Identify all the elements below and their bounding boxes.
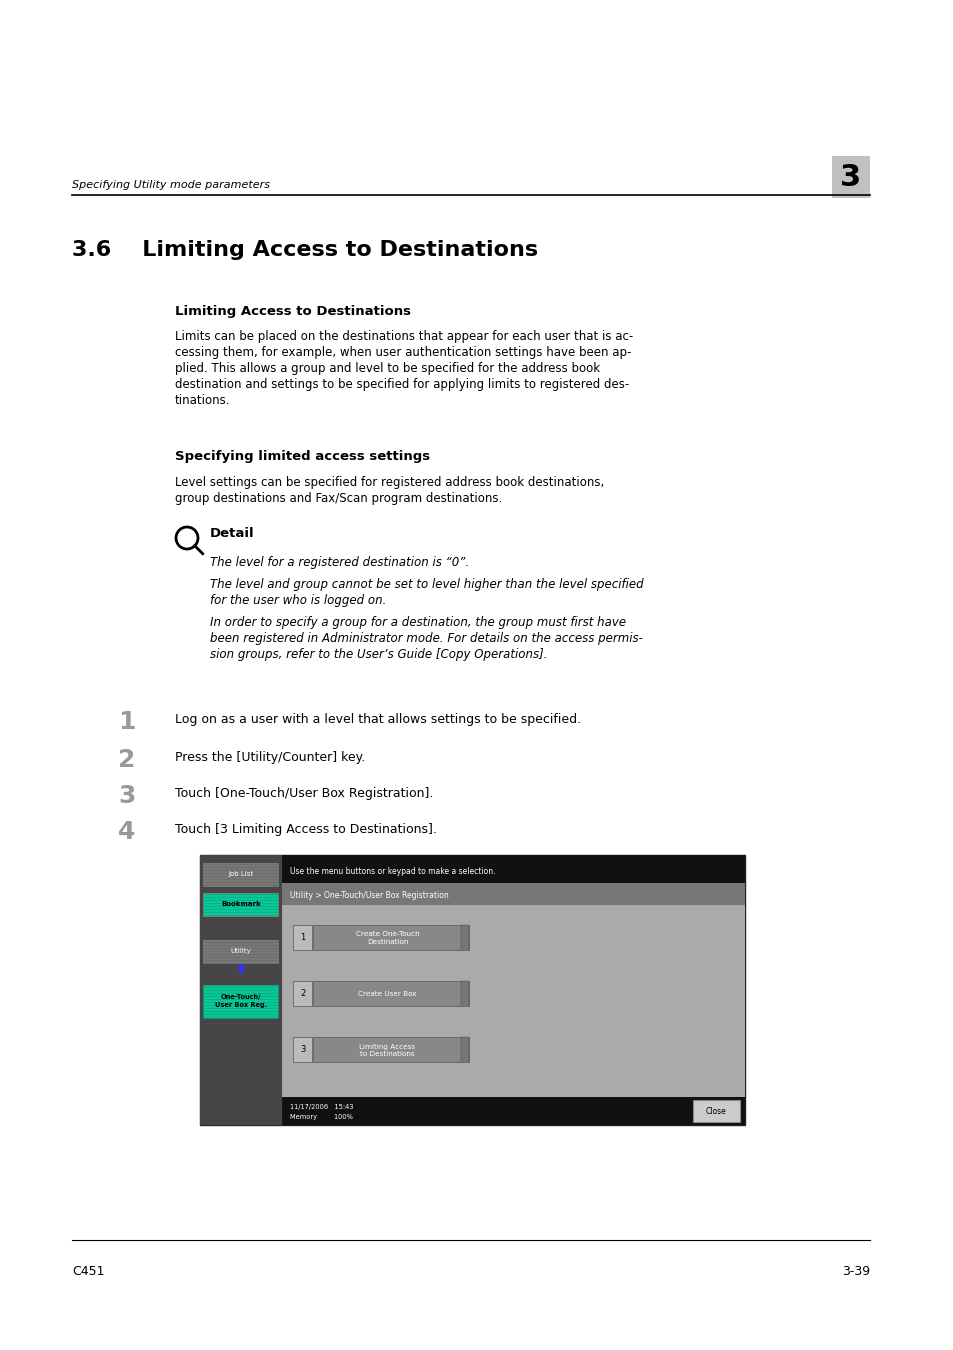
Text: 3-39: 3-39 (841, 1265, 869, 1278)
Text: Detail: Detail (210, 526, 254, 540)
Text: 11/17/2006   15:43: 11/17/2006 15:43 (290, 1104, 354, 1110)
Text: Limiting Access
to Destinations: Limiting Access to Destinations (359, 1044, 416, 1057)
Text: Utility: Utility (231, 948, 251, 954)
FancyBboxPatch shape (314, 980, 469, 1006)
FancyBboxPatch shape (203, 984, 278, 1018)
Text: tinations.: tinations. (174, 394, 231, 406)
FancyBboxPatch shape (294, 925, 313, 949)
FancyBboxPatch shape (294, 1037, 313, 1061)
Text: Touch [One-Touch/User Box Registration].: Touch [One-Touch/User Box Registration]. (174, 787, 433, 801)
Text: plied. This allows a group and level to be specified for the address book: plied. This allows a group and level to … (174, 362, 599, 375)
Text: cessing them, for example, when user authentication settings have been ap-: cessing them, for example, when user aut… (174, 346, 631, 359)
FancyBboxPatch shape (831, 157, 869, 198)
FancyBboxPatch shape (282, 904, 744, 1098)
FancyBboxPatch shape (282, 855, 744, 883)
Text: 1: 1 (118, 710, 135, 734)
Text: Specifying Utility mode parameters: Specifying Utility mode parameters (71, 180, 270, 190)
Text: 3: 3 (840, 162, 861, 192)
FancyBboxPatch shape (460, 1037, 469, 1061)
Text: for the user who is logged on.: for the user who is logged on. (210, 594, 386, 608)
Text: Utility > One-Touch/User Box Registration: Utility > One-Touch/User Box Registratio… (290, 891, 448, 900)
Text: One-Touch/
User Box Reg.: One-Touch/ User Box Reg. (214, 994, 267, 1007)
Text: Log on as a user with a level that allows settings to be specified.: Log on as a user with a level that allow… (174, 713, 580, 726)
Text: sion groups, refer to the User’s Guide [Copy Operations].: sion groups, refer to the User’s Guide [… (210, 648, 547, 662)
FancyBboxPatch shape (294, 980, 313, 1006)
FancyBboxPatch shape (203, 863, 278, 886)
Text: Press the [Utility/Counter] key.: Press the [Utility/Counter] key. (174, 751, 365, 764)
Text: Specifying limited access settings: Specifying limited access settings (174, 450, 430, 463)
Text: Level settings can be specified for registered address book destinations,: Level settings can be specified for regi… (174, 477, 603, 489)
Text: C451: C451 (71, 1265, 105, 1278)
Text: 3: 3 (300, 1045, 305, 1054)
FancyBboxPatch shape (200, 855, 282, 1125)
Text: Touch [3 Limiting Access to Destinations].: Touch [3 Limiting Access to Destinations… (174, 824, 436, 836)
Text: 3: 3 (118, 784, 135, 809)
FancyBboxPatch shape (460, 925, 469, 949)
Text: 1: 1 (300, 933, 305, 942)
Text: 3.6    Limiting Access to Destinations: 3.6 Limiting Access to Destinations (71, 240, 537, 261)
FancyBboxPatch shape (282, 1098, 744, 1125)
Text: Close: Close (705, 1107, 726, 1115)
Text: 2: 2 (118, 748, 135, 772)
Text: group destinations and Fax/Scan program destinations.: group destinations and Fax/Scan program … (174, 491, 501, 505)
Text: Limits can be placed on the destinations that appear for each user that is ac-: Limits can be placed on the destinations… (174, 329, 633, 343)
Text: Create One-Touch
Destination: Create One-Touch Destination (355, 931, 419, 945)
FancyBboxPatch shape (692, 1100, 740, 1122)
Text: 4: 4 (118, 819, 135, 844)
Text: Bookmark: Bookmark (221, 900, 260, 907)
Text: destination and settings to be specified for applying limits to registered des-: destination and settings to be specified… (174, 378, 629, 392)
FancyBboxPatch shape (203, 940, 278, 963)
Text: Job List: Job List (228, 871, 253, 878)
Text: In order to specify a group for a destination, the group must first have: In order to specify a group for a destin… (210, 616, 625, 629)
FancyBboxPatch shape (203, 892, 278, 915)
Text: been registered in Administrator mode. For details on the access permis-: been registered in Administrator mode. F… (210, 632, 642, 645)
Text: Memory        100%: Memory 100% (290, 1114, 353, 1120)
Text: The level and group cannot be set to level higher than the level specified: The level and group cannot be set to lev… (210, 578, 643, 591)
Text: Create User Box: Create User Box (358, 991, 416, 998)
FancyBboxPatch shape (282, 883, 744, 905)
Text: The level for a registered destination is “0”.: The level for a registered destination i… (210, 556, 469, 568)
Text: 2: 2 (300, 990, 305, 999)
Text: Use the menu buttons or keypad to make a selection.: Use the menu buttons or keypad to make a… (290, 867, 495, 876)
FancyBboxPatch shape (200, 855, 744, 1125)
Text: Limiting Access to Destinations: Limiting Access to Destinations (174, 305, 411, 319)
FancyBboxPatch shape (314, 1037, 469, 1061)
FancyBboxPatch shape (460, 981, 469, 1004)
FancyBboxPatch shape (314, 925, 469, 949)
